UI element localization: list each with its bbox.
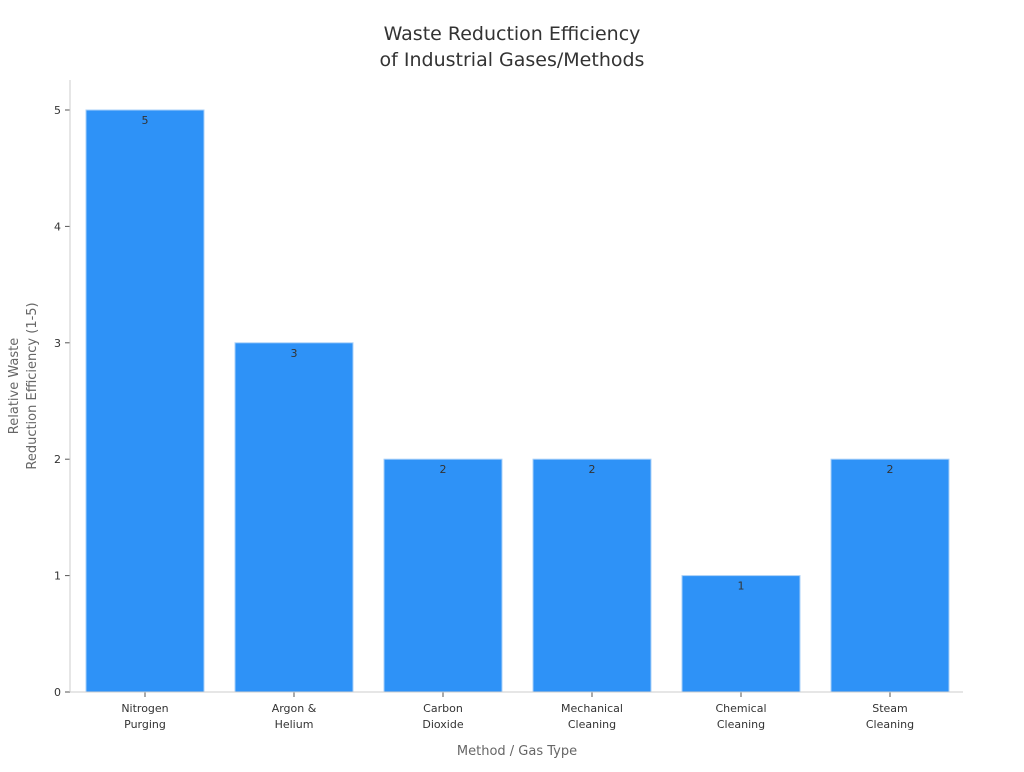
x-tick-label: Cleaning xyxy=(866,718,914,731)
y-tick-label: 2 xyxy=(54,453,61,466)
data-label: 1 xyxy=(738,580,745,593)
y-tick-label: 3 xyxy=(54,337,61,350)
data-label: 2 xyxy=(440,463,447,476)
y-tick-label: 4 xyxy=(54,220,61,233)
x-tick-label: Cleaning xyxy=(568,718,616,731)
y-axis-label-line2: Reduction Efficiency (1-5) xyxy=(25,302,40,469)
x-tick-label: Helium xyxy=(275,718,314,731)
y-tick-label: 5 xyxy=(54,104,61,117)
y-axis-label-line1: Relative Waste xyxy=(7,338,22,434)
bar-0 xyxy=(85,109,205,693)
x-axis-label: Method / Gas Type xyxy=(457,744,577,759)
bar-5 xyxy=(830,458,950,693)
x-tick-label: Steam xyxy=(872,702,908,715)
x-tick-label: Cleaning xyxy=(717,718,765,731)
x-tick-label: Purging xyxy=(124,718,166,731)
bar-1 xyxy=(234,342,354,693)
x-tick-label: Mechanical xyxy=(561,702,623,715)
chart-title-line1: Waste Reduction Efficiency xyxy=(384,23,641,45)
x-tick-label: Nitrogen xyxy=(121,702,168,715)
bar-2 xyxy=(383,458,503,693)
data-label: 5 xyxy=(142,114,149,127)
data-label: 2 xyxy=(589,463,596,476)
data-label: 2 xyxy=(887,463,894,476)
x-tick-label: Argon & xyxy=(272,702,317,715)
x-tick-label: Dioxide xyxy=(422,718,463,731)
y-tick-label: 1 xyxy=(54,570,61,583)
bar-4 xyxy=(681,575,801,693)
bar-3 xyxy=(532,458,652,693)
y-axis-label: Relative Waste Reduction Efficiency (1-5… xyxy=(7,302,40,469)
data-label: 3 xyxy=(291,347,298,360)
y-tick-label: 0 xyxy=(54,686,61,699)
chart-title-line2: of Industrial Gases/Methods xyxy=(380,49,645,71)
x-tick-label: Chemical xyxy=(715,702,766,715)
x-tick-label: Carbon xyxy=(423,702,463,715)
